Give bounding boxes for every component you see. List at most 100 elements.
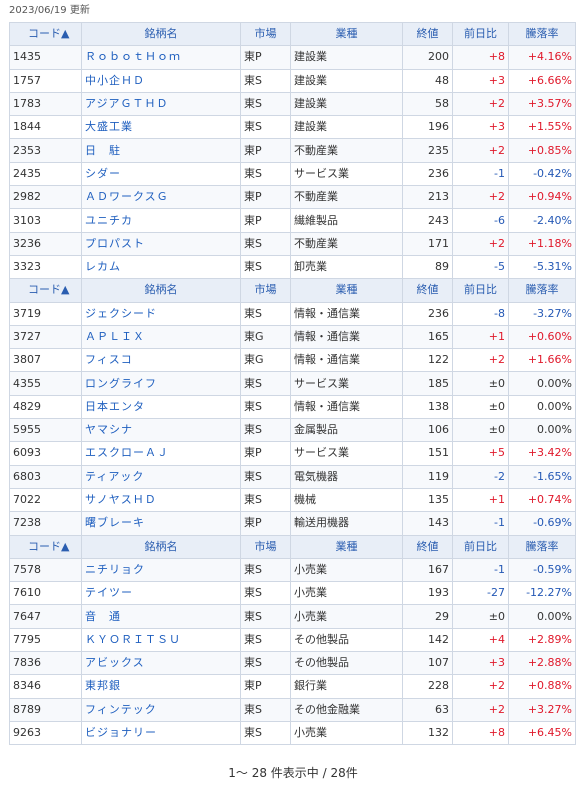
stock-name-link[interactable]: 日 駐 [85,143,121,157]
stock-change-cell: +1 [452,324,509,350]
stock-market-cell: 東P [240,511,291,536]
stock-name-link[interactable]: ヤマシナ [85,423,133,437]
stock-name-link[interactable]: ティアック [85,469,145,483]
stock-name-link[interactable]: サノヤスＨＤ [85,493,157,507]
table-header-row: コード▲ 銘柄名 市場 業種 終値 前日比 騰落率 [9,278,576,303]
table-row: 8789 フィンテック 東S その他金融業 63 +2 +3.27% [9,697,576,722]
column-header-code[interactable]: コード▲ [9,534,82,559]
column-header-close[interactable]: 終値 [402,534,453,559]
column-header-market[interactable]: 市場 [240,534,291,559]
stock-name-link[interactable]: アビックス [85,656,145,670]
stock-name-link[interactable]: フィスコ [85,353,133,367]
stock-industry-cell: サービス業 [290,441,403,466]
stock-name-link[interactable]: 曙ブレーキ [85,516,145,530]
column-header-market[interactable]: 市場 [240,21,291,47]
stock-code-cell: 3719 [9,301,82,326]
stock-name-cell: 曙ブレーキ [81,511,241,536]
stock-pct-cell: -5.31% [508,254,576,280]
stock-industry-cell: 金属製品 [290,418,403,443]
table-row: 3727 ＡＰＬＩＸ 東G 情報・通信業 165 +1 +0.60% [9,324,576,350]
stock-name-link[interactable]: シダー [85,166,121,180]
stock-name-link[interactable]: ＡＰＬＩＸ [85,330,145,343]
stock-name-link[interactable]: 中小企ＨＤ [85,73,145,87]
stock-market-cell: 東S [240,301,291,326]
column-header-pct[interactable]: 騰落率 [508,278,576,303]
stock-change-cell: ±0 [452,604,509,629]
stock-change-cell: ±0 [452,371,509,396]
stock-name-link[interactable]: エスクローＡＪ [85,446,169,460]
stock-name-link[interactable]: ユニチカ [85,213,133,227]
stock-name-link[interactable]: ＫＹＯＲＩＴＳＵ [85,632,181,646]
stock-code-cell: 7610 [9,581,82,606]
stock-change-cell: -6 [452,208,509,233]
stock-market-cell: 東P [240,45,291,70]
stock-name-link[interactable]: 日本エンタ [85,399,145,413]
stock-industry-cell: 電気機器 [290,464,403,489]
table-row: 3323 レカム 東S 卸売業 89 -5 -5.31% [9,254,576,280]
column-header-industry[interactable]: 業種 [290,278,403,303]
stock-name-link[interactable]: ビジョナリー [85,726,157,740]
column-header-market[interactable]: 市場 [240,278,291,303]
stock-pct-cell: +2.89% [508,627,576,653]
column-header-industry[interactable]: 業種 [290,534,403,559]
column-header-name[interactable]: 銘柄名 [81,278,241,303]
stock-close-cell: 132 [402,720,453,746]
stock-change-cell: +2 [452,185,509,210]
stock-change-cell: +1 [452,487,509,513]
stock-name-cell: 日本エンタ [81,394,241,420]
stock-change-cell: ±0 [452,394,509,420]
column-header-name[interactable]: 銘柄名 [81,534,241,559]
column-header-pct[interactable]: 騰落率 [508,21,576,47]
table-row: 1844 大盛工業 東S 建設業 196 +3 +1.55% [9,115,576,140]
stock-close-cell: 236 [402,161,453,187]
stock-name-link[interactable]: ＡＤワークスＧ [85,190,169,204]
stock-name-cell: サノヤスＨＤ [81,487,241,513]
stock-name-link[interactable]: 音 通 [85,609,121,623]
stock-market-cell: 東S [240,487,291,513]
table-row: 3236 プロパスト 東S 不動産業 171 +2 +1.18% [9,231,576,256]
stock-pct-cell: +1.18% [508,231,576,256]
stock-name-link[interactable]: ニチリョク [85,562,145,576]
stock-name-link[interactable]: ＲｏｂｏｔＨｏｍ [85,50,181,64]
stock-pct-cell: +3.27% [508,697,576,722]
column-header-close[interactable]: 終値 [402,21,453,47]
column-header-pct[interactable]: 騰落率 [508,534,576,559]
column-header-change[interactable]: 前日比 [452,21,509,47]
stock-name-link[interactable]: アジアＧＴＨＤ [85,97,169,111]
stock-change-cell: -1 [452,161,509,187]
table-row: 5955 ヤマシナ 東S 金属製品 106 ±0 0.00% [9,418,576,443]
stock-name-link[interactable]: ロングライフ [85,376,157,390]
stock-pct-cell: -2.40% [508,208,576,233]
stock-name-link[interactable]: ジェクシード [85,306,157,320]
stock-change-cell: -5 [452,254,509,280]
stock-name-link[interactable]: プロパスト [85,236,145,250]
column-header-industry[interactable]: 業種 [290,21,403,47]
stock-name-link[interactable]: 東邦銀 [85,679,121,693]
stock-pct-cell: -1.65% [508,464,576,489]
stock-close-cell: 143 [402,511,453,536]
stock-industry-cell: 小売業 [290,557,403,583]
column-header-code[interactable]: コード▲ [9,21,82,47]
stock-name-cell: ロングライフ [81,371,241,396]
column-header-code[interactable]: コード▲ [9,278,82,303]
stock-industry-cell: 繊維製品 [290,208,403,233]
stock-code-cell: 3236 [9,231,82,256]
stock-pct-cell: +0.74% [508,487,576,513]
column-header-change[interactable]: 前日比 [452,534,509,559]
stock-table-body: コード▲ 銘柄名 市場 業種 終値 前日比 騰落率 1435 ＲｏｂｏｔＨｏｍ 東P 建設業 200 +… [9,21,576,746]
column-header-change[interactable]: 前日比 [452,278,509,303]
stock-industry-cell: 小売業 [290,604,403,629]
stock-name-link[interactable]: テイツー [85,586,133,600]
stock-market-cell: 東S [240,627,291,653]
stock-code-cell: 2435 [9,161,82,187]
stock-pct-cell: +3.42% [508,441,576,466]
stock-code-cell: 2353 [9,138,82,163]
stock-name-link[interactable]: 大盛工業 [85,120,133,134]
stock-name-link[interactable]: フィンテック [85,702,157,716]
stock-industry-cell: 建設業 [290,115,403,140]
stock-industry-cell: 銀行業 [290,674,403,699]
stock-name-link[interactable]: レカム [85,260,121,274]
column-header-close[interactable]: 終値 [402,278,453,303]
column-header-name[interactable]: 銘柄名 [81,21,241,47]
stock-industry-cell: 小売業 [290,581,403,606]
